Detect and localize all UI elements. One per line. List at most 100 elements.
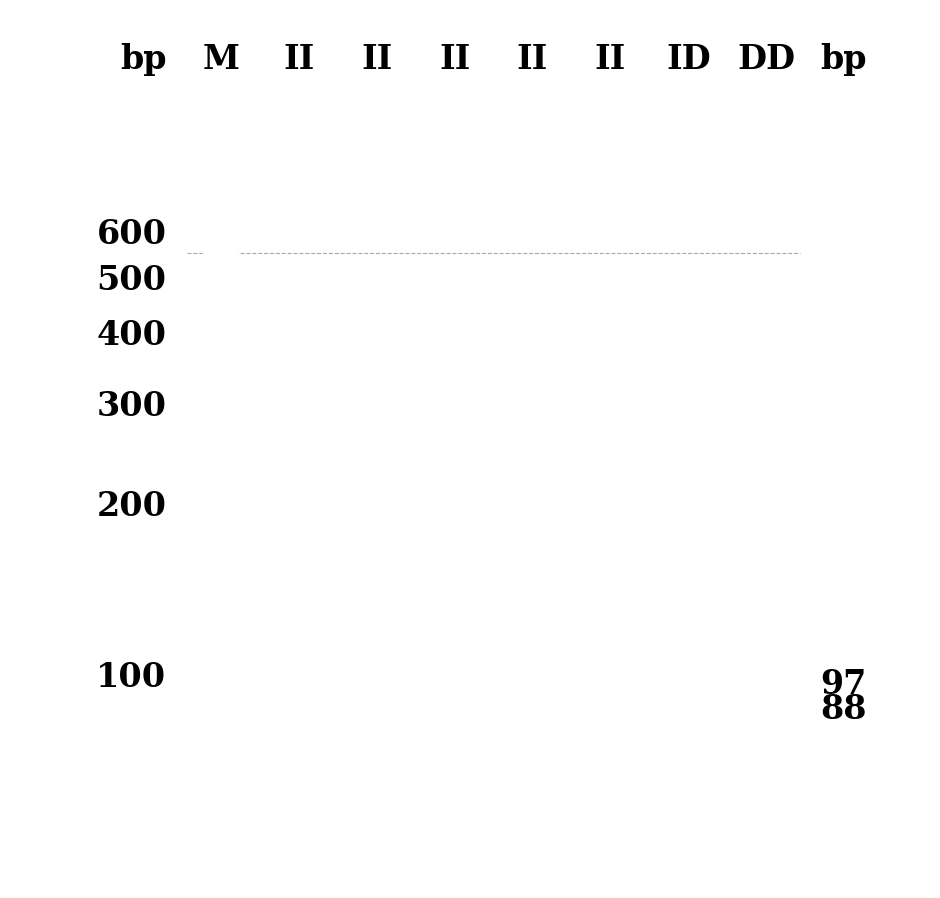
Bar: [302, 128, 308, 135]
Bar: [612, 118, 618, 131]
Bar: [297, 118, 304, 131]
Bar: [325, 131, 332, 138]
Bar: [333, 132, 339, 136]
Bar: [488, 123, 494, 135]
Bar: [328, 123, 335, 135]
Bar: [776, 128, 783, 136]
Bar: [668, 125, 675, 132]
FancyBboxPatch shape: [746, 673, 786, 697]
Bar: [338, 123, 345, 133]
Bar: [456, 111, 464, 116]
Bar: [388, 134, 392, 138]
Bar: [405, 123, 412, 132]
Bar: [652, 127, 659, 134]
Bar: [291, 151, 297, 155]
Bar: [369, 125, 375, 131]
Text: DD: DD: [737, 43, 795, 76]
Bar: [648, 116, 654, 131]
Bar: [373, 154, 381, 158]
Bar: [782, 119, 788, 130]
Bar: [455, 150, 461, 155]
Bar: [384, 119, 391, 134]
Bar: [524, 126, 530, 134]
Bar: [478, 121, 484, 136]
Bar: [431, 130, 437, 135]
Bar: [428, 106, 431, 111]
Bar: [704, 128, 711, 134]
FancyBboxPatch shape: [354, 672, 399, 698]
Bar: [450, 110, 456, 115]
Bar: [498, 128, 505, 137]
FancyBboxPatch shape: [205, 498, 236, 515]
Text: 100: 100: [96, 661, 166, 694]
Bar: [241, 115, 246, 130]
Bar: [482, 119, 489, 132]
Bar: [761, 119, 767, 136]
Bar: [220, 149, 224, 153]
Bar: [714, 124, 721, 136]
Bar: [499, 129, 504, 135]
FancyBboxPatch shape: [201, 225, 240, 244]
Bar: [500, 150, 505, 154]
Bar: [271, 128, 277, 134]
Bar: [351, 143, 355, 149]
Bar: [534, 120, 540, 130]
Bar: [493, 121, 499, 134]
Bar: [253, 110, 258, 113]
Bar: [797, 133, 804, 137]
Bar: [307, 128, 314, 133]
FancyBboxPatch shape: [747, 699, 786, 719]
Bar: [720, 127, 727, 136]
Bar: [220, 128, 226, 135]
Text: 500: 500: [97, 263, 166, 296]
Bar: [426, 124, 432, 136]
Text: II: II: [517, 43, 548, 76]
Bar: [679, 122, 685, 136]
Bar: [210, 119, 215, 135]
Text: 600: 600: [97, 218, 166, 251]
FancyBboxPatch shape: [207, 416, 235, 430]
FancyBboxPatch shape: [206, 669, 235, 685]
Bar: [658, 119, 665, 132]
Bar: [606, 125, 613, 134]
Bar: [400, 106, 406, 111]
Text: ID: ID: [666, 43, 711, 76]
Bar: [343, 119, 350, 134]
Bar: [472, 124, 478, 136]
Bar: [199, 119, 205, 132]
Bar: [235, 124, 242, 132]
Text: M: M: [202, 43, 239, 76]
Bar: [260, 116, 267, 132]
Bar: [730, 122, 736, 136]
Bar: [513, 126, 520, 137]
Bar: [266, 127, 273, 136]
Text: bp: bp: [120, 43, 166, 76]
Bar: [741, 132, 746, 136]
Bar: [509, 130, 515, 136]
Bar: [735, 119, 742, 132]
Bar: [467, 128, 474, 135]
Bar: [374, 130, 381, 137]
Bar: [408, 143, 415, 146]
Bar: [725, 121, 731, 133]
Bar: [699, 116, 706, 132]
Text: II: II: [361, 43, 392, 76]
Bar: [529, 129, 536, 133]
Bar: [637, 118, 644, 135]
Bar: [540, 128, 546, 132]
Text: II: II: [595, 43, 626, 76]
Bar: [415, 124, 422, 136]
Bar: [395, 154, 400, 158]
Bar: [591, 119, 597, 132]
Bar: [501, 151, 509, 158]
FancyBboxPatch shape: [205, 298, 237, 313]
Bar: [276, 128, 283, 136]
Bar: [243, 159, 246, 163]
Bar: [632, 133, 638, 136]
Bar: [353, 126, 360, 134]
Bar: [280, 137, 285, 142]
Bar: [772, 128, 777, 133]
Bar: [602, 132, 607, 136]
Bar: [380, 123, 385, 136]
Bar: [478, 119, 484, 124]
